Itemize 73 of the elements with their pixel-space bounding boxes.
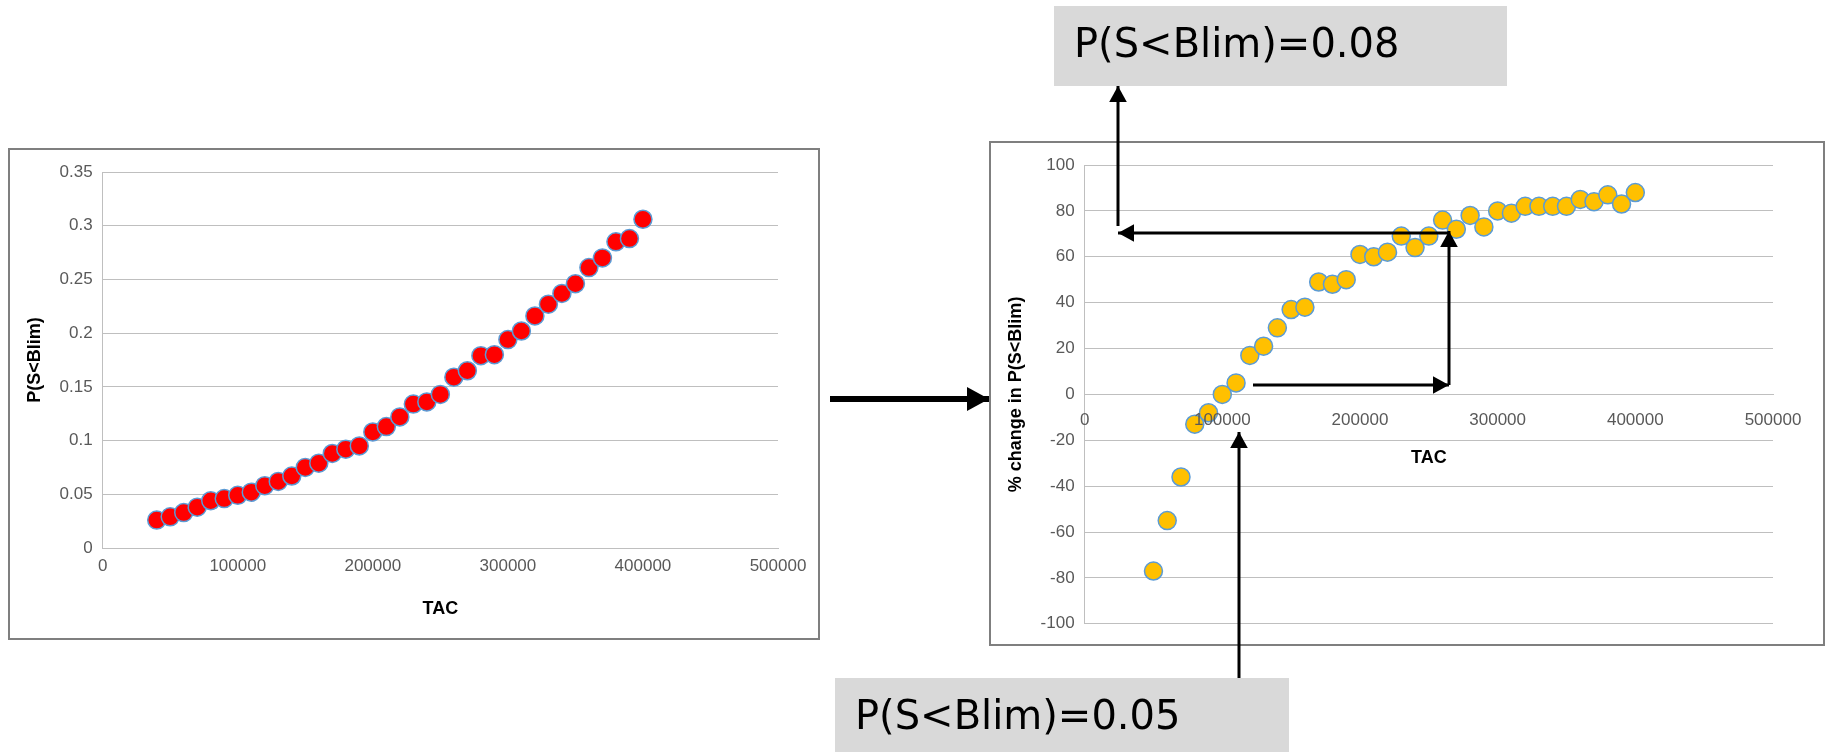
point: [1295, 297, 1315, 317]
point: [498, 329, 518, 350]
x-tick-label: 400000: [614, 555, 672, 575]
y-tick-label: 100: [1046, 154, 1075, 174]
point: [1446, 219, 1467, 239]
y-tick-label: 0.05: [59, 483, 93, 503]
point: [390, 407, 410, 427]
point: [1474, 217, 1494, 237]
point: [525, 306, 545, 326]
point: [484, 344, 505, 365]
point: [349, 436, 370, 456]
x-tick-label: 0: [97, 555, 108, 575]
y-tick-label: -80: [1050, 567, 1075, 587]
point: [1240, 345, 1260, 366]
point: [1253, 336, 1274, 356]
y-tick-label: 0.3: [69, 215, 93, 235]
point: [1226, 373, 1246, 393]
y-tick-label: 40: [1055, 292, 1075, 312]
point: [1625, 182, 1646, 203]
y-axis-title: % change in P(S<Blim): [1004, 296, 1025, 493]
x-axis-title: TAC: [422, 598, 459, 619]
x-tick-label: 0: [1079, 410, 1090, 430]
x-tick-label: 200000: [1331, 410, 1389, 430]
y-tick-label: 80: [1055, 200, 1075, 220]
x-tick-label: 300000: [479, 555, 537, 575]
x-tick-label: 300000: [1469, 410, 1527, 430]
text: P(S<Blim)=0.05: [835, 678, 1289, 752]
y-tick-label: 0.15: [59, 376, 93, 396]
point: [1611, 194, 1632, 214]
x-tick-label: 500000: [749, 555, 807, 575]
point: [1171, 467, 1191, 487]
text: P(S<Blim)=0.08: [1054, 6, 1507, 86]
point: [1267, 318, 1288, 338]
point: [1143, 561, 1164, 581]
y-tick-label: -20: [1050, 429, 1075, 449]
y-tick-label: -100: [1040, 613, 1075, 633]
point: [592, 248, 613, 268]
y-tick-label: 0: [83, 537, 93, 557]
point: [430, 384, 451, 405]
y-tick-label: 0.35: [59, 161, 93, 181]
y-tick-label: -60: [1050, 521, 1075, 541]
point: [1598, 185, 1618, 205]
y-tick-label: 0.1: [69, 430, 93, 450]
point: [1460, 205, 1480, 226]
x-axis-title: TAC: [1410, 446, 1447, 467]
point: [511, 321, 532, 341]
y-tick-label: 0.2: [69, 322, 93, 342]
point: [1157, 510, 1177, 531]
x-tick-label: 500000: [1744, 410, 1802, 430]
y-tick-label: 20: [1055, 338, 1075, 358]
point: [309, 453, 329, 473]
point: [538, 294, 559, 314]
point: [282, 466, 302, 486]
point: [1336, 269, 1356, 290]
point: [552, 283, 572, 304]
point: [1377, 242, 1398, 262]
y-axis-title: P(S<Blim): [23, 317, 44, 403]
y-tick-label: 0: [1065, 384, 1075, 404]
y-tick-label: 0.25: [59, 269, 93, 289]
point: [376, 416, 397, 437]
point: [1432, 210, 1453, 230]
point: [619, 228, 640, 249]
point: [457, 360, 478, 381]
x-tick-label: 400000: [1606, 410, 1664, 430]
point: [633, 209, 653, 230]
point: [1212, 384, 1233, 405]
x-tick-label: 100000: [209, 555, 267, 575]
y-tick-label: -40: [1050, 475, 1075, 495]
point: [1405, 237, 1425, 258]
x-tick-label: 200000: [344, 555, 402, 575]
y-tick-label: 60: [1055, 246, 1075, 266]
point: [579, 257, 599, 278]
point: [565, 273, 586, 294]
